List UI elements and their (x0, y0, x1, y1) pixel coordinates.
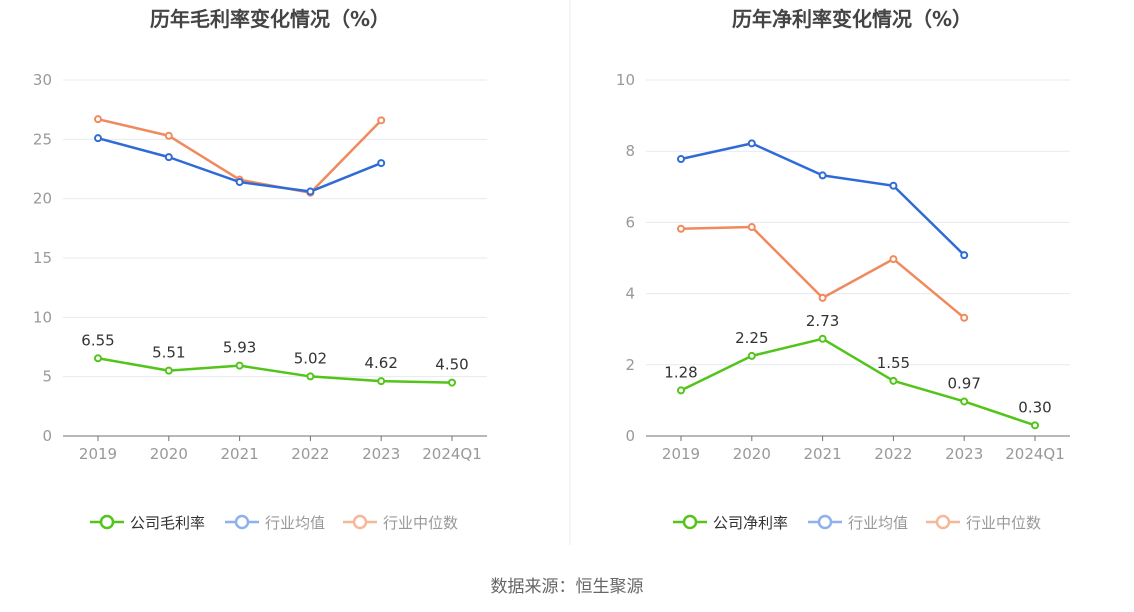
data-point-company (677, 386, 685, 395)
data-label: 4.62 (364, 354, 397, 372)
data-label: 6.55 (81, 331, 114, 349)
data-point-industry-median (889, 255, 898, 264)
x-tick-label: 2019 (79, 445, 117, 463)
legend-marker (99, 514, 115, 530)
data-point-company (235, 361, 244, 370)
y-tick-label: 5 (42, 368, 52, 386)
data-label: 5.02 (294, 349, 327, 367)
x-tick-label: 2021 (804, 445, 842, 463)
data-point-industry-median (377, 116, 386, 125)
data-source-note: 数据来源：恒生聚源 (490, 577, 644, 597)
data-point-company (164, 366, 173, 375)
legend-label: 行业均值 (848, 514, 908, 532)
data-point-industry-median (818, 293, 827, 302)
legend-marker (352, 514, 368, 530)
data-label: 1.55 (877, 354, 910, 372)
legend-item-industry-median[interactable]: 行业中位数 (926, 514, 1041, 532)
data-label: 2.73 (806, 312, 839, 330)
series-line-company (97, 357, 453, 384)
data-point-company (818, 334, 827, 343)
data-point-industry-avg (960, 251, 969, 260)
legend-item-industry-median[interactable]: 行业中位数 (343, 514, 458, 532)
legend-label: 行业均值 (265, 514, 325, 532)
y-tick-label: 20 (33, 190, 52, 208)
y-tick-label: 6 (625, 213, 635, 231)
y-tick-label: 4 (625, 285, 635, 303)
x-tick-label: 2024Q1 (1005, 445, 1065, 463)
y-tick-label: 8 (625, 142, 635, 160)
series-line-industry-median (680, 225, 965, 319)
y-tick-label: 15 (33, 249, 52, 267)
data-point-company (1031, 421, 1039, 430)
y-tick-label: 25 (33, 130, 52, 148)
x-tick-label: 2024Q1 (422, 445, 482, 463)
data-point-industry-avg (889, 181, 898, 190)
legend-item-company[interactable]: 公司毛利率 (90, 514, 205, 532)
data-point-industry-median (677, 224, 685, 233)
y-tick-label: 30 (33, 71, 52, 89)
data-label: 0.97 (947, 374, 980, 392)
x-tick-label: 2021 (221, 445, 259, 463)
net-margin-chart: 历年净利率变化情况（%） 0 2 4 6 8 10 2019 2020 2021 2022 2023 2… (616, 7, 1070, 532)
y-tick-label: 0 (625, 427, 635, 445)
legend-label: 公司净利率 (713, 514, 788, 532)
data-label: 5.93 (223, 339, 256, 357)
data-point-company (960, 397, 969, 406)
legend-item-industry-avg[interactable]: 行业均值 (808, 514, 908, 532)
data-point-industry-avg (818, 171, 827, 180)
data-point-industry-avg (747, 139, 756, 148)
legend-marker (817, 514, 833, 530)
data-point-industry-avg (94, 134, 102, 143)
data-label: 5.51 (152, 344, 185, 362)
data-point-industry-median (960, 313, 969, 322)
series-line-company (680, 337, 1036, 427)
chart-title: 历年毛利率变化情况（%） (150, 7, 390, 31)
legend-label: 公司毛利率 (130, 514, 205, 532)
legend-label: 行业中位数 (383, 514, 458, 532)
data-point-company (448, 378, 456, 387)
data-point-industry-avg (235, 178, 244, 187)
data-point-industry-median (164, 131, 173, 140)
legend-item-company[interactable]: 公司净利率 (673, 514, 788, 532)
legend-item-industry-avg[interactable]: 行业均值 (225, 514, 325, 532)
x-tick-label: 2020 (150, 445, 188, 463)
data-point-company (889, 376, 898, 385)
data-point-industry-avg (677, 155, 685, 164)
data-point-industry-median (94, 115, 102, 124)
legend-marker (234, 514, 250, 530)
chart-title: 历年净利率变化情况（%） (732, 7, 972, 31)
data-label: 2.25 (735, 329, 768, 347)
data-point-industry-avg (377, 159, 386, 168)
data-point-industry-avg (306, 187, 315, 196)
legend-marker (682, 514, 698, 530)
y-tick-label: 10 (616, 71, 635, 89)
gross-margin-chart: 历年毛利率变化情况（%） 0 5 10 15 20 25 30 2019 2020 2021 2022… (33, 7, 487, 532)
x-tick-label: 2022 (874, 445, 912, 463)
data-point-company (306, 372, 315, 381)
data-point-industry-median (747, 223, 756, 232)
x-tick-label: 2023 (945, 445, 983, 463)
x-tick-label: 2019 (662, 445, 700, 463)
y-tick-label: 10 (33, 308, 52, 326)
y-tick-label: 2 (625, 356, 635, 374)
data-point-company (377, 377, 386, 386)
data-point-industry-avg (164, 153, 173, 162)
series-line-industry-avg (680, 142, 966, 257)
x-tick-label: 2022 (291, 445, 329, 463)
legend-marker (935, 514, 951, 530)
data-point-company (94, 354, 102, 363)
data-label: 4.50 (435, 356, 468, 374)
y-tick-label: 0 (42, 427, 52, 445)
data-point-company (747, 351, 756, 360)
x-tick-label: 2020 (733, 445, 771, 463)
data-label: 0.30 (1018, 398, 1051, 416)
data-label: 1.28 (664, 363, 697, 381)
x-tick-label: 2023 (362, 445, 400, 463)
legend-label: 行业中位数 (966, 514, 1041, 532)
